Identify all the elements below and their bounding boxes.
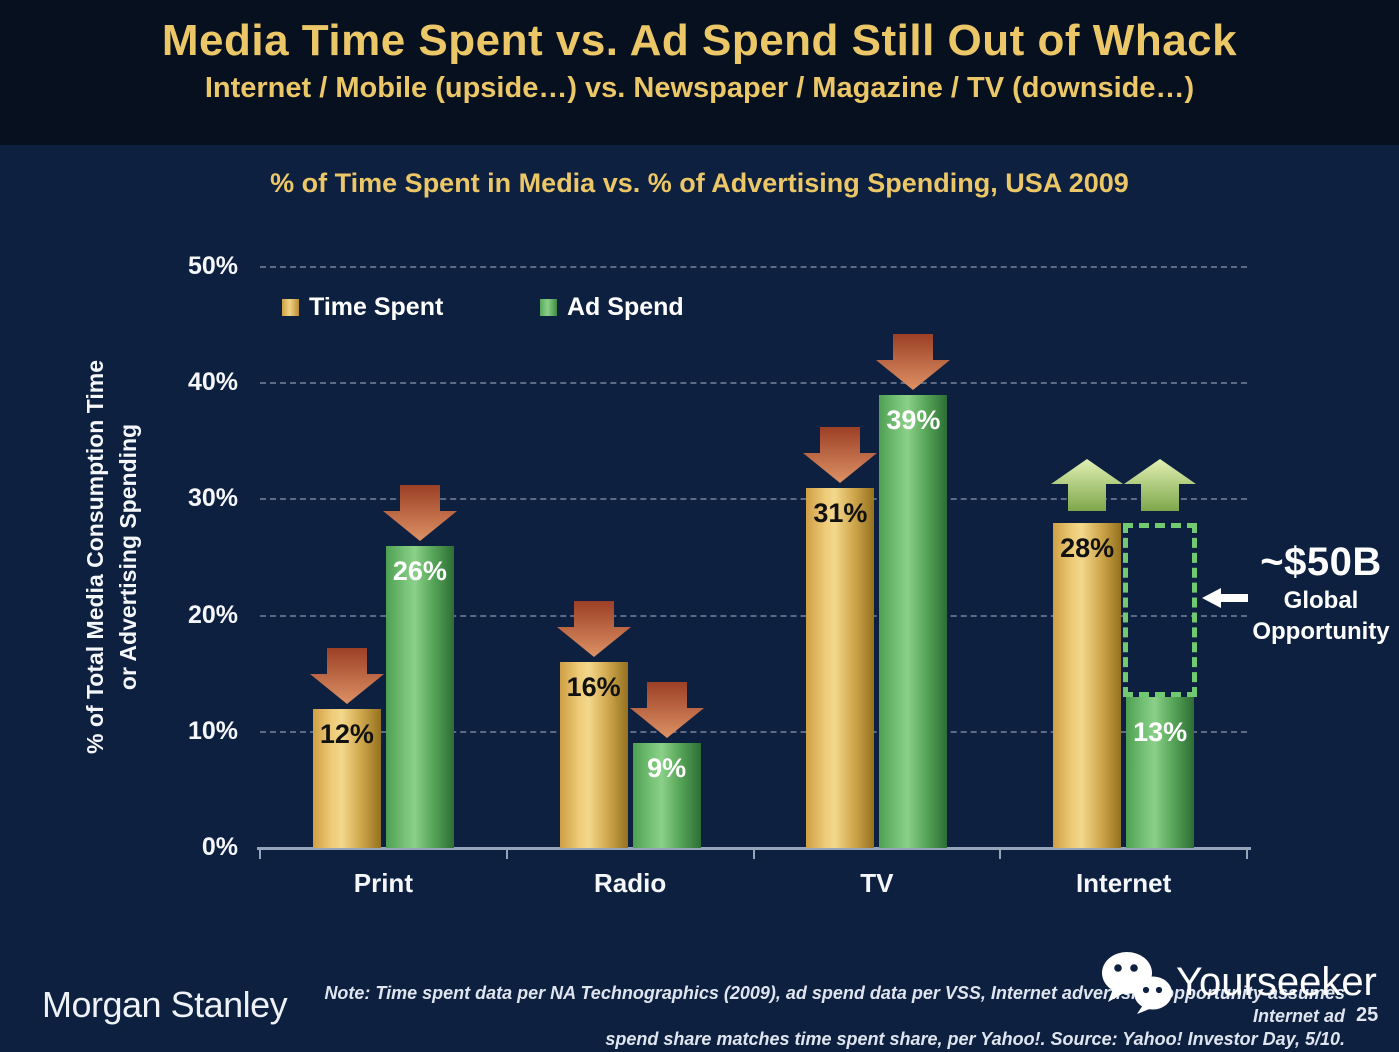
category-label-internet: Internet: [1075, 868, 1172, 898]
opportunity-label-line1: Global: [1283, 587, 1359, 614]
bar-internet-time-spent: [1053, 522, 1122, 848]
header-band: Media Time Spent vs. Ad Spend Still Out …: [0, 0, 1399, 145]
y-axis-title-line2: or Advertising Spending: [115, 423, 141, 691]
page-number: 25: [1356, 1004, 1379, 1026]
axis-tick-1: [505, 850, 508, 859]
y-tick-label-50: 50%: [187, 252, 238, 280]
category-label-radio: Radio: [594, 868, 667, 898]
gridline-20: [260, 614, 1247, 617]
gridline-40: [260, 382, 1247, 385]
morgan-stanley-logo: Morgan Stanley: [42, 984, 288, 1025]
source-note-line2: spend share matches time spent share, pe…: [605, 1029, 1345, 1049]
legend-item-ad-spend: Ad Spend: [540, 293, 684, 322]
watermark: Yourseeker: [1100, 950, 1377, 1014]
trend-arrow-down-print-time-spent: [309, 647, 384, 704]
y-axis-title: % of Total Media Consumption Time or Adv…: [79, 360, 145, 754]
bar-print-time-spent: [312, 708, 381, 848]
axis-tick-4: [1246, 850, 1248, 859]
trend-arrow-up-internet-time-spent: [1051, 458, 1124, 511]
bar-value-radio-time-spent: 16%: [566, 672, 621, 703]
opportunity-gap-outline: [1123, 522, 1198, 697]
category-label-print: Print: [353, 868, 413, 898]
gridline-50: [260, 266, 1247, 268]
gridline-10: [260, 730, 1247, 733]
axis-tick-0: [259, 850, 261, 859]
legend-item-time-spent: Time Spent: [282, 293, 443, 322]
gridline-30: [260, 498, 1247, 501]
category-label-tv: TV: [860, 868, 894, 898]
axis-tick-2: [752, 850, 755, 859]
y-axis-title-line1: % of Total Media Consumption Time: [82, 360, 108, 754]
source-note-line1: Note: Time spent data per NA Technograph…: [324, 983, 1345, 1026]
y-tick-label-0: 0%: [201, 833, 238, 861]
bar-tv-time-spent: [806, 487, 875, 848]
y-tick-label-10: 10%: [187, 716, 238, 745]
slide-title: Media Time Spent vs. Ad Spend Still Out …: [161, 16, 1238, 65]
trend-arrow-down-radio-ad-spend: [629, 682, 704, 739]
wechat-icon: [1100, 950, 1176, 1014]
bar-value-radio-ad-spend: 9%: [647, 753, 687, 784]
y-tick-label-20: 20%: [187, 600, 238, 629]
bar-value-print-time-spent: 12%: [319, 718, 374, 749]
legend-swatch-time-spent: [282, 299, 299, 316]
bar-radio-time-spent: [559, 662, 628, 848]
y-tick-label-40: 40%: [187, 368, 238, 397]
opportunity-label-line2: Opportunity: [1252, 618, 1390, 645]
trend-arrow-down-tv-time-spent: [803, 426, 878, 483]
opportunity-value: ~$50B: [1260, 540, 1382, 584]
bar-value-internet-ad-spend: 13%: [1133, 716, 1188, 747]
watermark-text: Yourseeker: [1176, 959, 1377, 1004]
bar-internet-ad-spend: [1126, 696, 1195, 848]
legend-label-time-spent: Time Spent: [309, 293, 444, 321]
source-note: Note: Time spent data per NA Technograph…: [285, 982, 1345, 1051]
bar-value-tv-ad-spend: 39%: [886, 404, 941, 435]
bar-value-internet-time-spent: 28%: [1060, 532, 1115, 563]
annotation-left-arrow-icon: [1202, 586, 1248, 610]
y-tick-label-30: 30%: [187, 484, 238, 513]
trend-arrow-down-radio-time-spent: [556, 601, 631, 658]
trend-arrow-down-tv-ad-spend: [876, 333, 951, 390]
trend-arrow-down-print-ad-spend: [382, 484, 457, 541]
legend-label-ad-spend: Ad Spend: [567, 293, 684, 321]
opportunity-annotation: ~$50B Global Opportunity: [1245, 540, 1397, 647]
x-axis-line: [257, 847, 1251, 850]
slide-subtitle: Internet / Mobile (upside…) vs. Newspape…: [204, 72, 1195, 104]
bar-tv-ad-spend: [879, 394, 948, 848]
bar-value-print-ad-spend: 26%: [392, 555, 447, 586]
plot-area: Time Spent Ad Spend Print 12% 26% Radio 16% 9…: [257, 266, 1251, 898]
bar-print-ad-spend: [385, 545, 454, 848]
trend-arrow-up-internet-ad-spend: [1124, 458, 1197, 511]
legend-swatch-ad-spend: [540, 299, 557, 316]
bar-radio-ad-spend: [632, 743, 701, 848]
chart-title: % of Time Spent in Media vs. % of Advert…: [270, 168, 1129, 198]
bar-value-tv-time-spent: 31%: [813, 497, 868, 528]
axis-tick-3: [999, 850, 1002, 859]
